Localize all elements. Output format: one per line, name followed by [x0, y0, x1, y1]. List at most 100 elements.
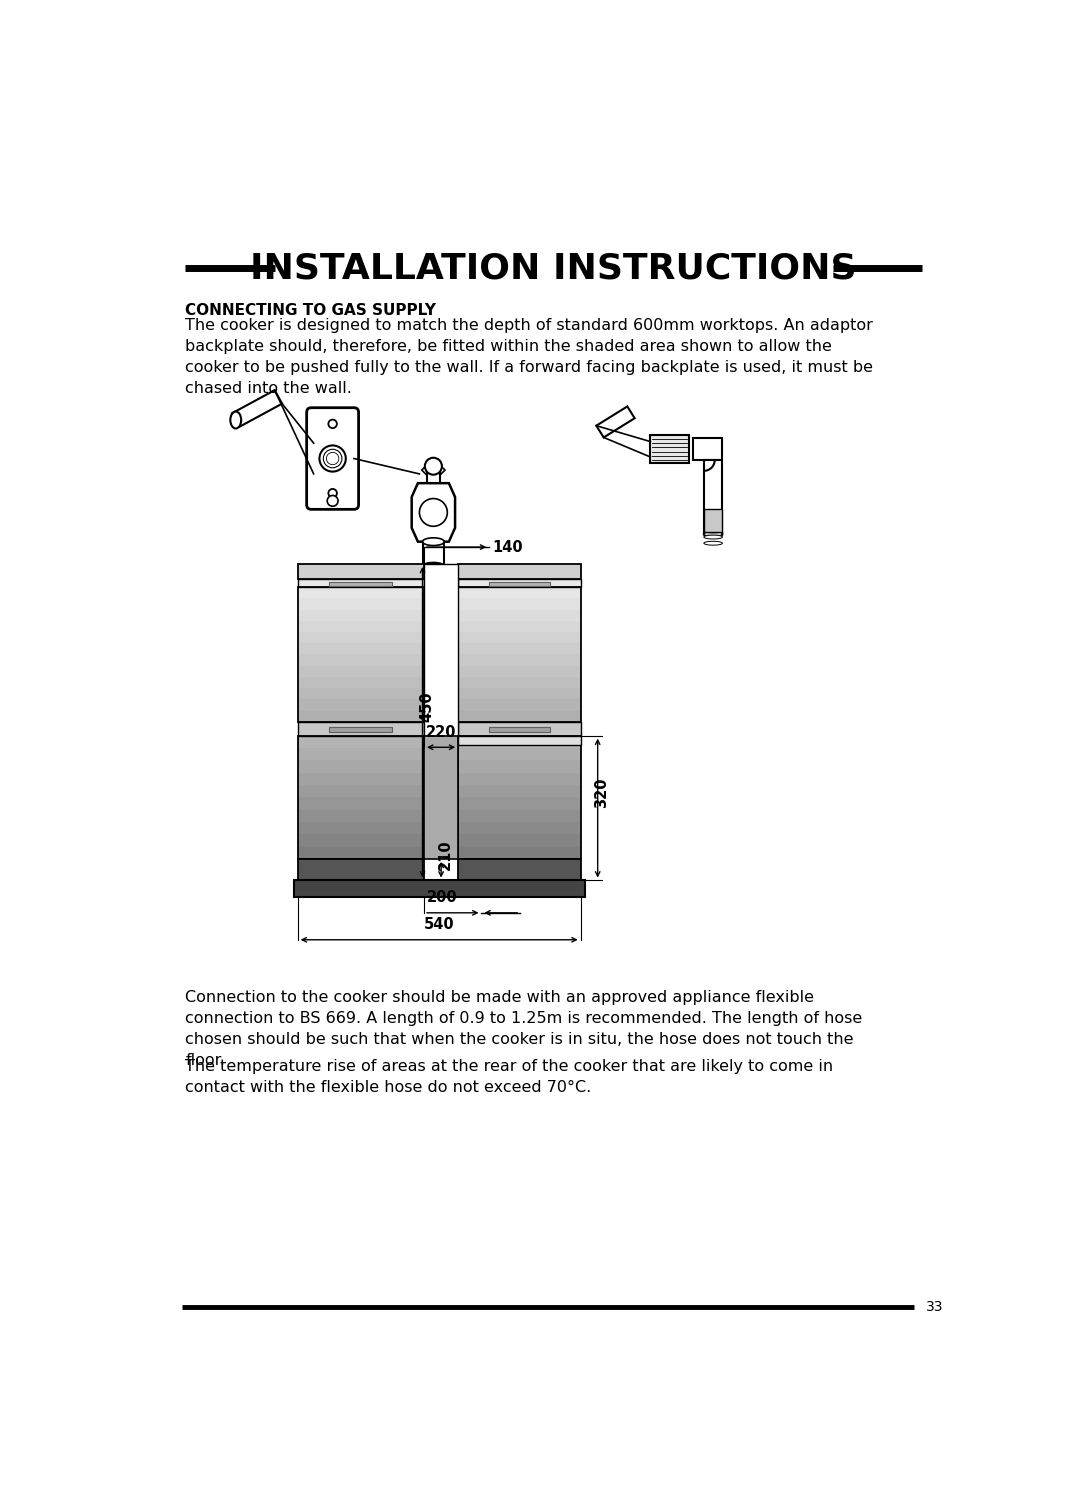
Bar	[428, 467, 440, 484]
Bar	[298, 810, 424, 822]
Bar	[458, 822, 581, 834]
Text: CONNECTING TO GAS SUPPLY: CONNECTING TO GAS SUPPLY	[186, 304, 436, 317]
Bar	[298, 748, 424, 760]
Bar	[458, 760, 581, 772]
Ellipse shape	[422, 562, 444, 570]
Bar	[298, 564, 424, 579]
Bar	[458, 688, 581, 700]
Bar	[458, 654, 581, 666]
Bar	[298, 846, 424, 858]
Bar	[294, 881, 584, 898]
Bar	[458, 748, 581, 760]
Bar	[424, 736, 458, 858]
Bar	[458, 700, 581, 710]
Text: 33: 33	[926, 1299, 943, 1315]
Bar	[298, 736, 424, 858]
Ellipse shape	[704, 523, 723, 527]
Bar	[489, 727, 550, 733]
Text: 140: 140	[492, 539, 523, 555]
Bar	[458, 564, 581, 579]
Bar	[298, 579, 424, 588]
Bar	[298, 621, 424, 632]
Text: 220: 220	[426, 725, 457, 739]
Bar	[422, 541, 444, 567]
Ellipse shape	[704, 529, 723, 533]
Bar	[458, 632, 581, 644]
Text: INSTALLATION INSTRUCTIONS: INSTALLATION INSTRUCTIONS	[251, 251, 856, 286]
Bar	[298, 700, 424, 710]
Polygon shape	[596, 406, 635, 438]
Text: 450: 450	[419, 692, 434, 722]
Bar	[458, 644, 581, 654]
Bar	[458, 588, 581, 598]
Bar	[329, 582, 392, 586]
Bar	[458, 834, 581, 846]
Bar	[298, 772, 424, 786]
Text: 320: 320	[594, 778, 609, 808]
Text: Connection to the cooker should be made with an approved appliance flexible
conn: Connection to the cooker should be made …	[186, 990, 863, 1068]
Bar	[458, 621, 581, 632]
Ellipse shape	[704, 541, 723, 545]
Bar	[298, 858, 424, 881]
Bar	[298, 666, 424, 677]
Bar	[298, 677, 424, 688]
Text: The cooker is designed to match the depth of standard 600mm worktops. An adaptor: The cooker is designed to match the dept…	[186, 319, 874, 396]
Bar	[424, 564, 458, 736]
Bar	[650, 435, 689, 464]
Bar	[298, 609, 424, 621]
Bar	[458, 598, 581, 609]
Bar	[298, 632, 424, 644]
Ellipse shape	[422, 538, 444, 545]
Bar	[458, 722, 581, 736]
Text: 540: 540	[423, 917, 455, 932]
Bar	[458, 579, 581, 588]
Circle shape	[424, 458, 442, 474]
Text: 200: 200	[428, 890, 458, 905]
Bar	[704, 459, 723, 533]
Ellipse shape	[704, 530, 723, 538]
Bar	[298, 588, 424, 598]
Bar	[458, 736, 581, 858]
Ellipse shape	[421, 564, 446, 573]
Bar	[298, 736, 424, 748]
Polygon shape	[422, 458, 445, 482]
Bar	[458, 858, 581, 881]
Bar	[298, 588, 424, 722]
Bar	[298, 710, 424, 722]
Bar	[458, 798, 581, 810]
Bar	[298, 798, 424, 810]
Bar	[298, 644, 424, 654]
Polygon shape	[411, 484, 455, 541]
Bar	[458, 810, 581, 822]
Bar	[298, 598, 424, 609]
Bar	[298, 722, 424, 736]
Bar	[458, 736, 581, 748]
Bar	[298, 688, 424, 700]
Circle shape	[327, 496, 338, 506]
Text: The temperature rise of areas at the rear of the cooker that are likely to come : The temperature rise of areas at the rea…	[186, 1059, 834, 1095]
Bar	[298, 786, 424, 798]
Bar	[458, 786, 581, 798]
Bar	[298, 822, 424, 834]
Circle shape	[419, 499, 447, 526]
Ellipse shape	[704, 517, 723, 520]
Bar	[704, 509, 723, 532]
Bar	[458, 609, 581, 621]
Bar	[298, 834, 424, 846]
Bar	[458, 772, 581, 786]
Bar	[329, 727, 392, 733]
Bar	[298, 760, 424, 772]
Ellipse shape	[230, 411, 241, 429]
Polygon shape	[232, 390, 282, 426]
Bar	[458, 677, 581, 688]
Bar	[458, 666, 581, 677]
Bar	[458, 588, 581, 722]
Bar	[693, 438, 723, 459]
Text: 210: 210	[437, 839, 453, 870]
Ellipse shape	[704, 535, 723, 539]
Bar	[458, 846, 581, 858]
FancyBboxPatch shape	[307, 408, 359, 509]
Bar	[298, 654, 424, 666]
Bar	[458, 736, 581, 745]
Bar	[458, 710, 581, 722]
